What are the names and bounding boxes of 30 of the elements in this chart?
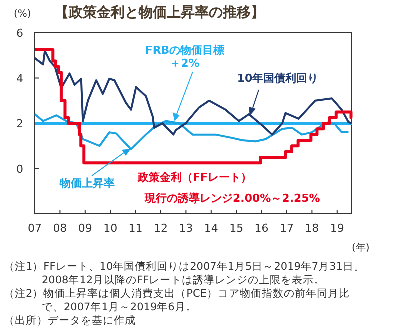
text: 2008年12月以降のFFレートは誘導レンジの上限を表示。 bbox=[42, 274, 326, 286]
x-tick-label: 14 bbox=[204, 222, 218, 235]
x-tick-label: 11 bbox=[128, 222, 143, 235]
x-tick-label: 09 bbox=[78, 222, 92, 235]
series-label: 政策金利（FFレート） bbox=[137, 171, 252, 184]
x-tick-label: 16 bbox=[254, 222, 269, 235]
x-tick-label: 18 bbox=[305, 222, 320, 235]
y-axis-title: (%) bbox=[14, 9, 32, 20]
x-tick-label: 07 bbox=[28, 222, 42, 235]
y-tick-label: 4 bbox=[16, 72, 24, 86]
legend-label: 物価上昇率 bbox=[59, 177, 115, 190]
text: （注2）物価上昇率は個人消費支出（PCE）コア物価指数の前年同月比 bbox=[4, 287, 350, 300]
series-label: 10年国債利回り bbox=[237, 72, 319, 85]
x-tick-label: 17 bbox=[280, 222, 294, 235]
x-tick-label: 10 bbox=[104, 222, 118, 235]
text: （注1）FFレート、10年国債利回りは2007年1月5日～2019年7月31日。 bbox=[4, 260, 365, 273]
x-tick-label: 08 bbox=[53, 222, 68, 235]
y-tick-label: 0 bbox=[16, 162, 24, 176]
x-tick-label: 19 bbox=[330, 222, 344, 235]
x-tick-label: 15 bbox=[230, 222, 244, 235]
text: で、2007年1月～2019年6月。 bbox=[42, 302, 197, 314]
text: （出所）データを基に作成 bbox=[4, 314, 136, 327]
y-tick-label: 6 bbox=[16, 27, 24, 40]
x-axis-title: (年) bbox=[352, 242, 370, 254]
y-tick-label: 2 bbox=[16, 118, 24, 130]
annotation: 現行の誘導レンジ2.00%～2.25% bbox=[144, 192, 320, 205]
ref-line-label: FRBの物価目標＋2% bbox=[145, 44, 225, 70]
chart-title: 【政策金利と物価上昇率の推移】 bbox=[55, 4, 265, 21]
x-tick-label: 13 bbox=[179, 222, 194, 235]
x-tick-label: 12 bbox=[154, 222, 168, 235]
